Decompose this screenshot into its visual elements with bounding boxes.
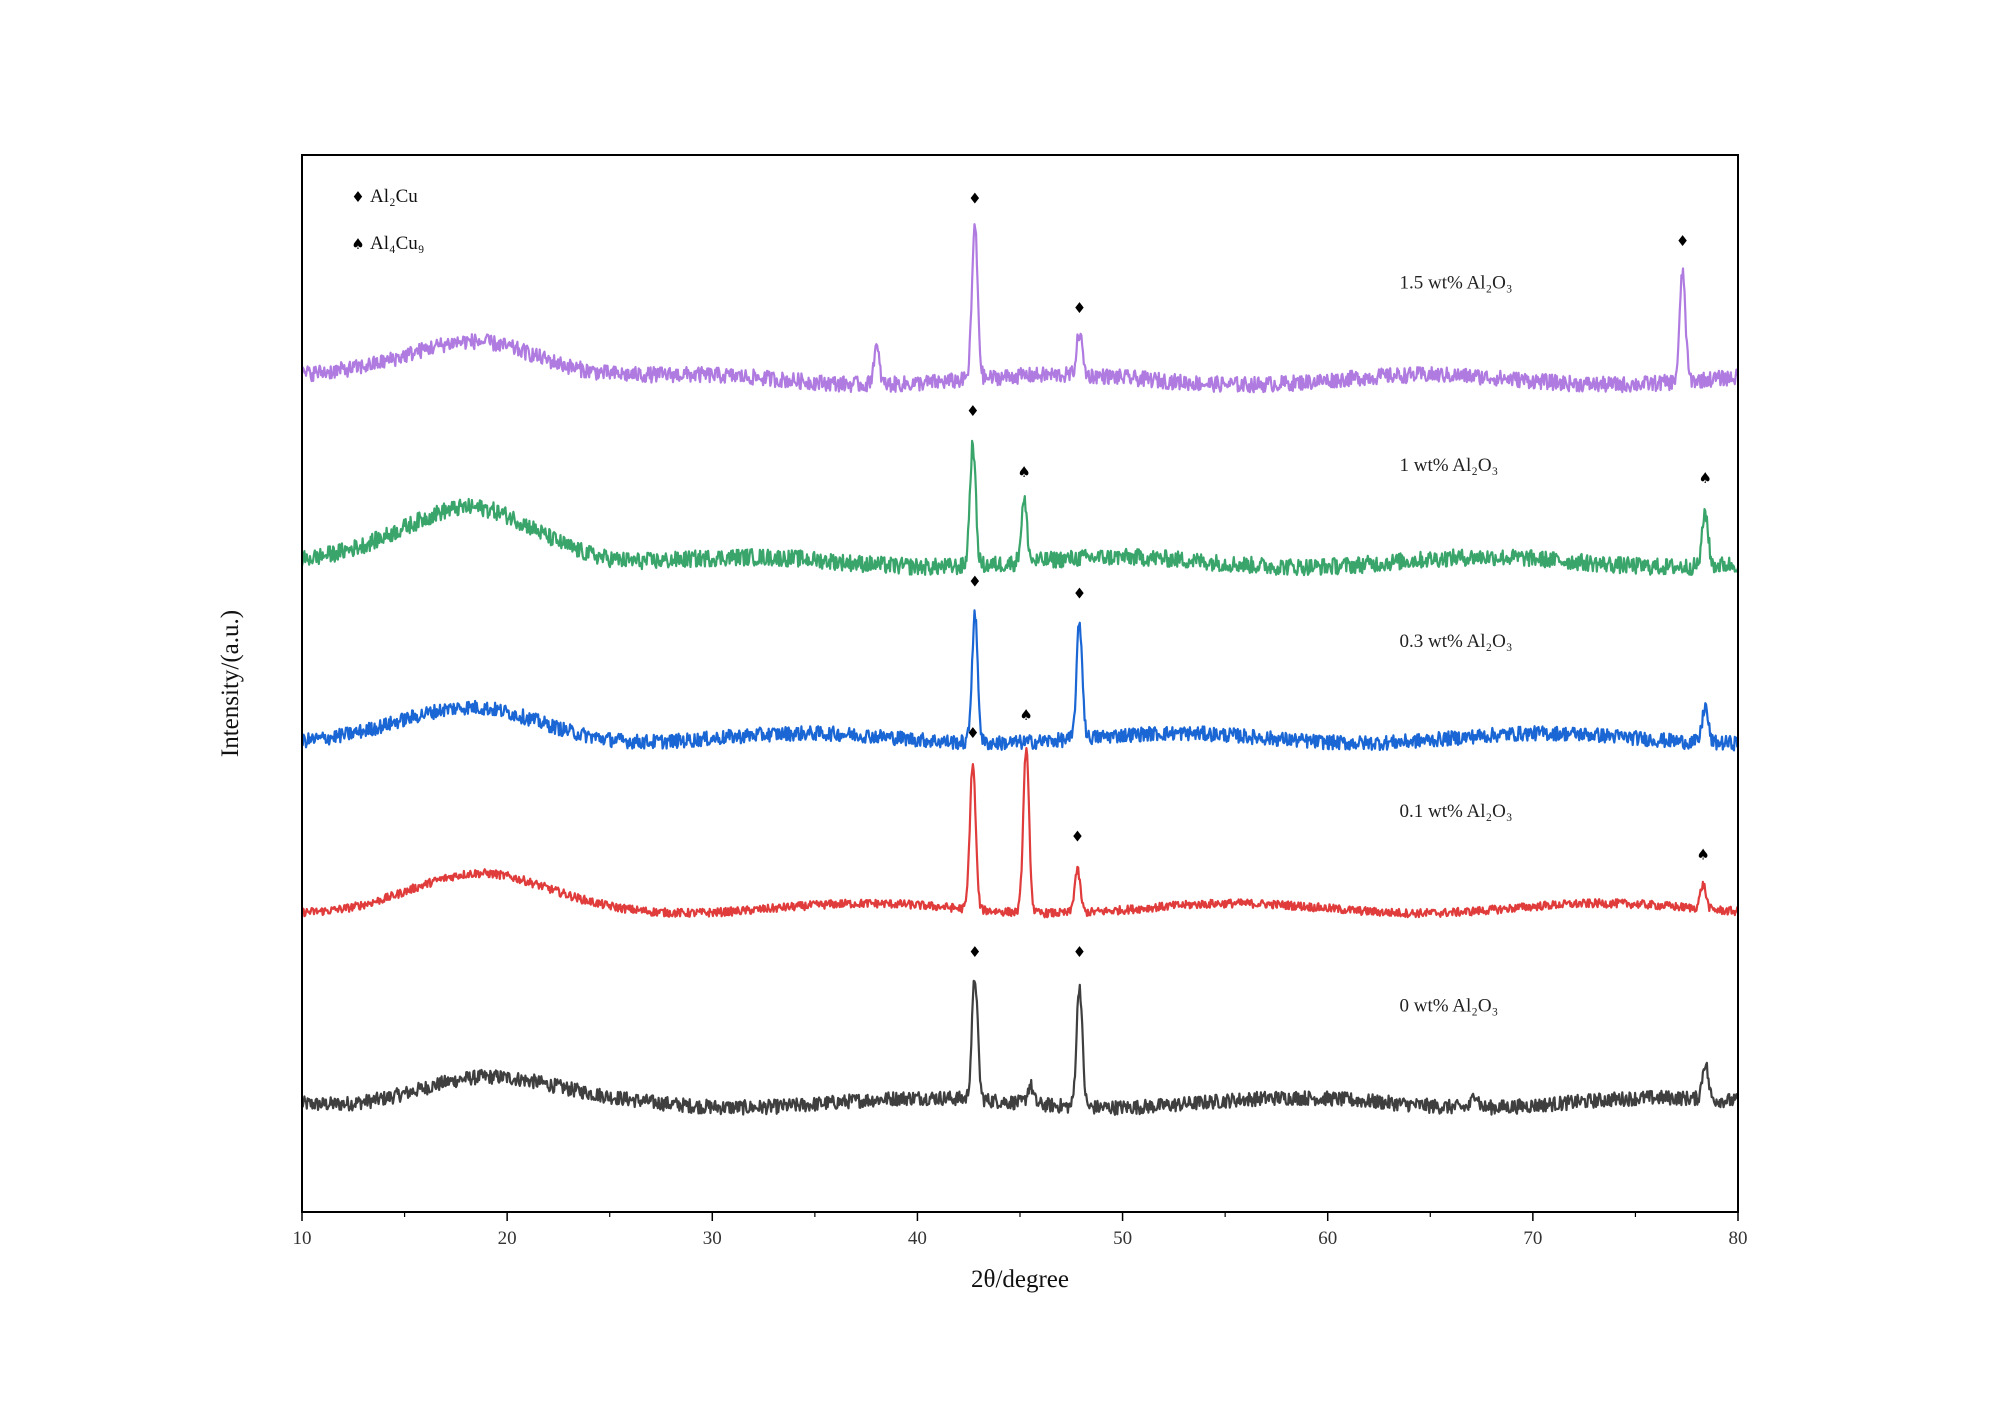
x-tick-label: 80 — [1729, 1228, 1748, 1249]
y-axis-title: Intensity/(a.u.) — [217, 610, 244, 757]
al4cu9-marker: ♠ — [1019, 706, 1032, 724]
legend-label: Al₂Cu — [370, 186, 418, 207]
series-label: 1.5 wt% Al₂O₃ — [1400, 273, 1513, 294]
plot-frame — [301, 154, 1739, 1213]
al4cu9-marker: ♠ — [1698, 469, 1711, 487]
x-tick-label: 30 — [703, 1228, 722, 1249]
legend: ♦ Al₂Cu ♠ Al₄Cu₉ — [351, 186, 424, 254]
al2cu-marker: ♦ — [1676, 232, 1689, 250]
series-group: 0.3 wt% Al₂O₃ ♦ ♦ — [300, 572, 1740, 752]
series-line — [300, 223, 1739, 394]
x-tick-label: 10 — [293, 1228, 312, 1249]
series-label: 0.1 wt% Al₂O₃ — [1400, 801, 1513, 822]
al2cu-marker: ♦ — [1073, 299, 1086, 317]
series-line — [300, 747, 1740, 919]
x-tick-label: 60 — [1318, 1228, 1337, 1249]
legend-label: Al₄Cu₉ — [370, 233, 424, 254]
series-label: 0.3 wt% Al₂O₃ — [1400, 631, 1513, 652]
series-group: 1.5 wt% Al₂O₃ ♦ ♦ ♦ — [300, 190, 1739, 394]
plot-area: 0 wt% Al₂O₃♦ ♦0.1 wt% Al₂O₃♦♠♦♠0.3 wt% Al… — [300, 190, 1740, 1116]
series-line — [300, 609, 1740, 752]
x-tick-label: 40 — [908, 1228, 927, 1249]
x-tick-label: 70 — [1523, 1228, 1542, 1249]
series-line — [300, 439, 1740, 577]
al4cu9-marker: ♠ — [1696, 846, 1709, 864]
series-label: 1 wt% Al₂O₃ — [1400, 455, 1499, 476]
x-tick-label: 50 — [1113, 1228, 1132, 1249]
al2cu-marker: ♦ — [1071, 827, 1084, 845]
series-group: 0.1 wt% Al₂O₃♦♠♦♠ — [300, 706, 1740, 919]
al2cu-marker: ♦ — [1073, 943, 1086, 961]
series-group: 0 wt% Al₂O₃ ♦ ♦ — [300, 943, 1740, 1116]
al2cu-marker: ♦ — [968, 572, 981, 590]
al2cu-marker: ♦ — [1073, 584, 1086, 602]
al4cu9-marker: ♠ — [1017, 463, 1030, 481]
al2cu-marker: ♦ — [968, 943, 981, 961]
series-group: 1 wt% Al₂O₃ ♦ ♠ ♠ — [300, 402, 1740, 577]
legend-symbol: ♠ — [351, 235, 364, 253]
al2cu-marker: ♦ — [968, 190, 981, 208]
al2cu-marker: ♦ — [966, 402, 979, 420]
series-label: 0 wt% Al₂O₃ — [1400, 996, 1499, 1017]
x-tick-label: 20 — [498, 1228, 517, 1249]
legend-symbol: ♦ — [351, 188, 364, 206]
series-line — [300, 979, 1740, 1116]
x-axis-ticks: 10 20 30 40 50 60 70 80 — [293, 1212, 1748, 1249]
x-axis-title: 2θ/degree — [971, 1266, 1069, 1293]
